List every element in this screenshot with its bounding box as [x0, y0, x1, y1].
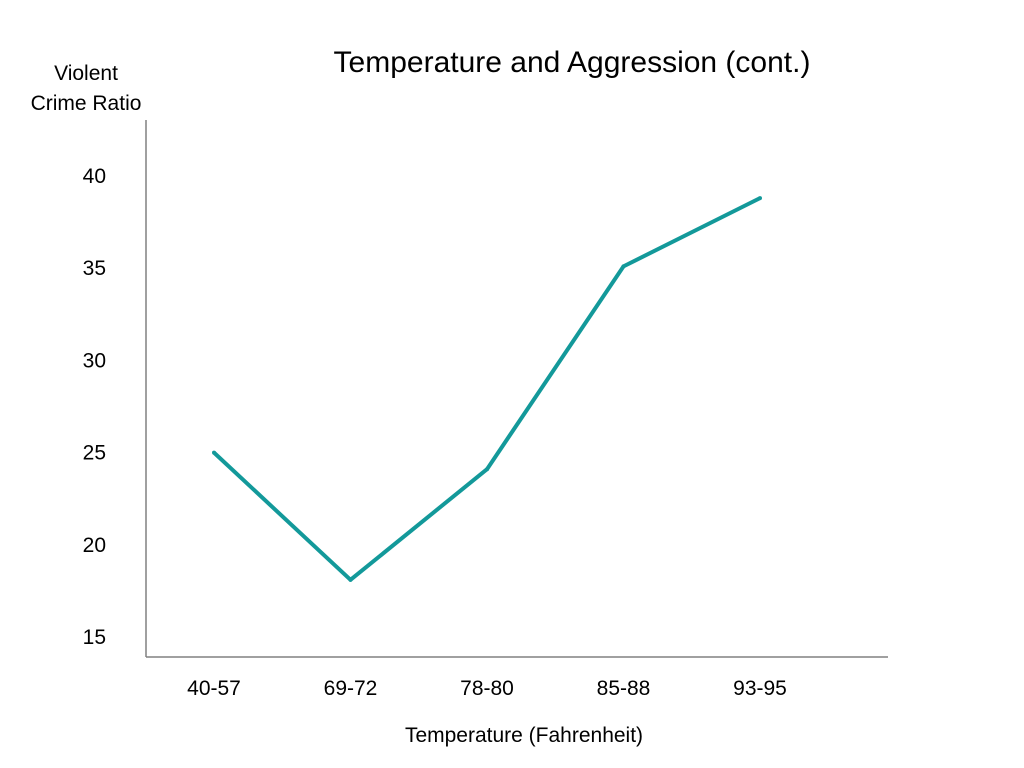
y-axis-label-line-2: Crime Ratio [31, 92, 142, 115]
data-point [348, 577, 353, 582]
x-tick-label: 93-95 [733, 677, 787, 700]
chart-title: Temperature and Aggression (cont.) [334, 46, 811, 79]
x-tick-labels: 40-57 69-72 78-80 85-88 93-95 [187, 677, 787, 700]
series-points [212, 196, 762, 582]
data-point [758, 196, 762, 201]
data-point [485, 467, 489, 472]
y-tick-labels: 40 35 30 25 20 15 [83, 165, 106, 649]
y-tick-label: 15 [83, 626, 106, 649]
x-tick-label: 78-80 [460, 677, 514, 700]
y-tick-label: 30 [83, 349, 106, 372]
data-point [212, 450, 216, 455]
y-axis-label-line-1: Violent [54, 62, 118, 85]
y-tick-label: 20 [83, 534, 106, 557]
x-tick-label: 69-72 [324, 677, 378, 700]
y-tick-label: 40 [83, 165, 106, 188]
y-tick-label: 25 [83, 442, 106, 465]
y-tick-label: 35 [83, 257, 106, 280]
series-line [212, 196, 761, 582]
data-point [621, 264, 626, 269]
x-tick-label: 40-57 [187, 677, 241, 700]
x-tick-label: 85-88 [597, 677, 651, 700]
x-axis-label: Temperature (Fahrenheit) [405, 724, 643, 747]
